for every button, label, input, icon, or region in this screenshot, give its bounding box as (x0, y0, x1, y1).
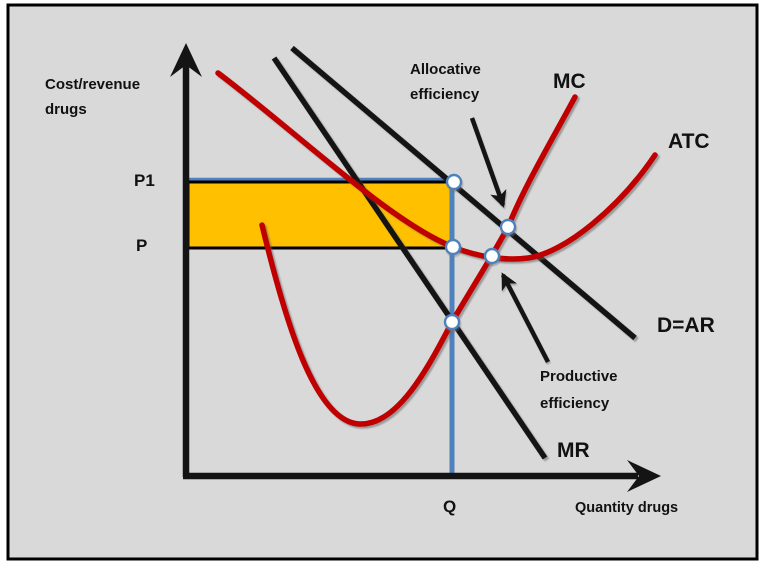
point-marker-monopoly-price (445, 173, 463, 191)
allocative-efficiency-arrow (469, 117, 507, 208)
demand-curve (290, 45, 637, 341)
x-axis-arrowhead-icon (627, 460, 661, 492)
y-axis-arrowhead-icon (170, 43, 202, 77)
point-marker-mr-mc-intersection (443, 313, 461, 331)
mc-curve (259, 94, 578, 427)
atc-curve-label: ATC (668, 130, 710, 153)
quantity-label-q: Q (443, 497, 456, 516)
mr-curve-label: MR (557, 439, 590, 462)
profit-rectangle (186, 180, 455, 250)
mr-curve (271, 56, 548, 460)
point-marker-atc-at-q (444, 238, 462, 256)
mc-curve-label: MC (553, 70, 586, 93)
point-marker-allocative-efficiency (499, 218, 517, 236)
x-axis-title: Quantity drugs (575, 500, 678, 516)
point-marker-productive-efficiency (483, 247, 501, 265)
atc-curve (215, 70, 658, 262)
allocative-efficiency-label-line1: Allocative (410, 61, 481, 78)
y-axis-title-line2: drugs (45, 101, 87, 118)
demand-curve-label: D=AR (657, 314, 715, 337)
price-label-p: P (136, 236, 147, 255)
price-label-p1: P1 (134, 171, 155, 190)
allocative-efficiency-label-line2: efficiency (410, 86, 480, 103)
productive-efficiency-arrow (501, 272, 550, 364)
productive-efficiency-label-line2: efficiency (540, 395, 610, 412)
y-axis-title-line1: Cost/revenue (45, 76, 140, 93)
productive-efficiency-label-line1: Productive (540, 368, 618, 385)
